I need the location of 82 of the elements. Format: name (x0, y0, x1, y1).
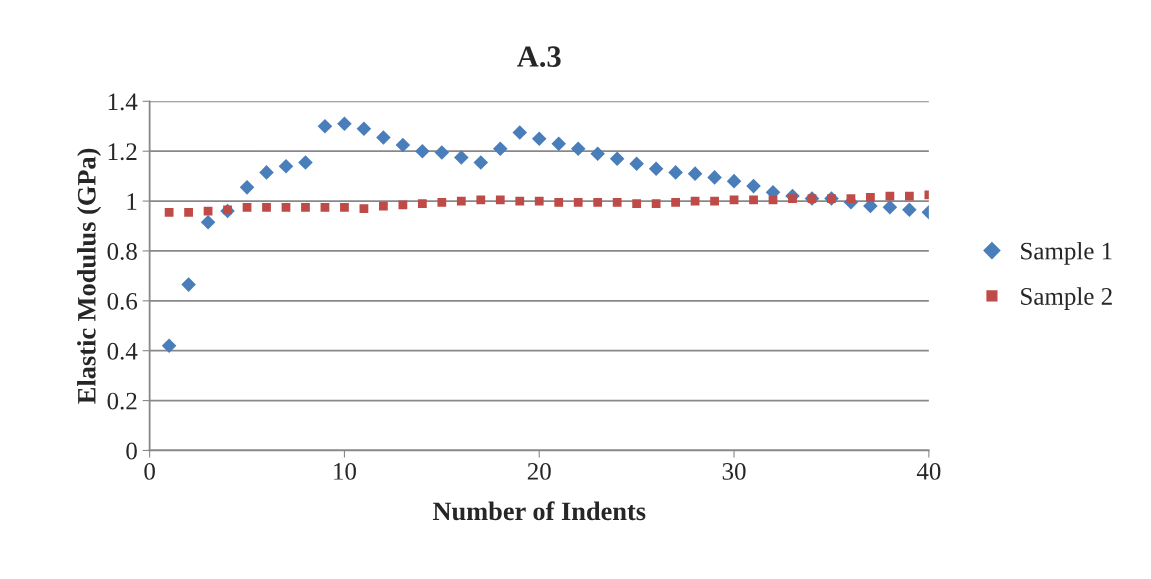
point (749, 195, 758, 205)
point (629, 156, 644, 171)
y-tick-label: 0.6 (107, 292, 138, 310)
y-tick-label: 1 (127, 193, 137, 210)
y-tick-label: 0.8 (107, 243, 137, 260)
point (729, 195, 739, 205)
point (668, 165, 683, 180)
y-tick-label: 0.4 (107, 342, 138, 360)
point (593, 197, 603, 207)
legend-label: Sample 2 (1021, 287, 1112, 310)
point (726, 173, 742, 189)
point (632, 199, 642, 208)
y-tick-label: 0 (126, 442, 137, 460)
point (262, 202, 271, 212)
x-axis-title: Number of Indents (432, 501, 646, 521)
chart-title: A.3 (517, 46, 561, 68)
point (278, 158, 294, 174)
point (417, 199, 427, 208)
point (707, 170, 722, 185)
point (609, 151, 625, 166)
point (434, 145, 450, 160)
point (239, 180, 255, 195)
point (337, 116, 352, 132)
y-tick-label: 0.2 (107, 392, 137, 410)
point (379, 201, 388, 211)
y-tick-label: 1.4 (108, 93, 138, 111)
y-axis-title: Elastic Modulus (GPa) (77, 148, 102, 404)
point (846, 194, 856, 203)
x-tick-label: 40 (916, 462, 941, 480)
point (473, 155, 489, 170)
x-tick-label: 10 (334, 462, 356, 480)
legend-label: Sample 1 (1021, 241, 1112, 265)
point (904, 191, 914, 201)
point (573, 197, 583, 207)
point (651, 199, 661, 208)
point (495, 195, 505, 205)
point (242, 202, 252, 212)
point (476, 195, 486, 205)
point (164, 207, 174, 217)
x-tick-label: 30 (722, 462, 746, 480)
point (671, 197, 680, 207)
point (437, 197, 447, 207)
point (687, 166, 703, 181)
point (570, 141, 586, 156)
point (554, 197, 564, 207)
point (902, 202, 917, 218)
point (200, 214, 216, 230)
point (359, 204, 369, 213)
point (648, 161, 664, 176)
point (301, 202, 310, 212)
point (551, 136, 567, 151)
point (184, 207, 193, 217)
point (161, 338, 177, 353)
point (493, 141, 508, 156)
point (281, 202, 291, 212)
x-tick-label: 20 (527, 462, 551, 480)
point (515, 196, 525, 206)
point (395, 137, 411, 153)
point (181, 277, 196, 292)
y-tick-label: 1.2 (108, 143, 137, 161)
point (317, 118, 333, 134)
point (612, 197, 622, 207)
point (415, 143, 430, 159)
point (710, 196, 719, 206)
point (340, 202, 349, 212)
point (590, 146, 605, 161)
point (298, 155, 313, 170)
point (454, 150, 469, 165)
point (768, 195, 778, 205)
point (534, 196, 544, 206)
x-tick-label: 0 (144, 462, 155, 480)
point (376, 130, 391, 145)
point (882, 200, 898, 215)
point (398, 200, 408, 210)
point (866, 192, 875, 202)
point (531, 131, 547, 147)
point (746, 178, 761, 194)
point (512, 125, 528, 140)
point (356, 121, 372, 137)
point (456, 196, 466, 206)
point (320, 202, 330, 212)
point (259, 165, 274, 180)
